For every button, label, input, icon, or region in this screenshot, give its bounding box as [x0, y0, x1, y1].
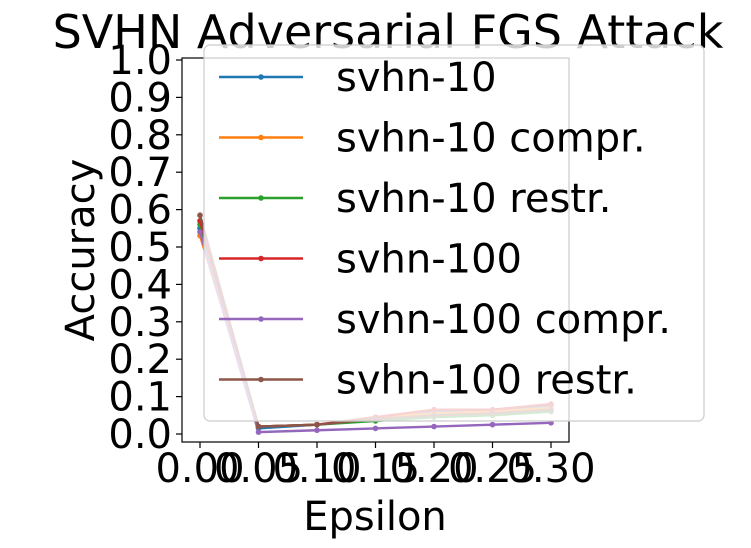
- y-tick-label: 0.0: [108, 412, 172, 458]
- data-point: [489, 421, 496, 428]
- y-tick-label: 0.9: [108, 75, 172, 121]
- y-tick-label: 1.0: [108, 38, 172, 84]
- x-tick-label: 0.00: [155, 446, 244, 492]
- y-tick-label: 0.8: [108, 113, 172, 159]
- y-tick-label: 0.5: [108, 225, 172, 271]
- legend-items: svhn-10 svhn-10 compr. svhn-10 restr. svhn-…: [219, 55, 671, 404]
- data-point: [255, 429, 262, 435]
- x-tick-label: 0.10: [272, 446, 361, 492]
- legend-label: svhn-100 compr.: [336, 297, 671, 343]
- legend-marker: [258, 376, 264, 383]
- y-axis: 0.00.10.20.30.40.50.60.70.80.91.0: [108, 38, 182, 458]
- y-tick-label: 0.7: [108, 150, 172, 196]
- legend: svhn-10 svhn-10 compr. svhn-10 restr. svhn-…: [203, 44, 705, 422]
- data-point: [314, 421, 320, 428]
- data-point: [197, 229, 203, 235]
- data-point: [372, 425, 379, 432]
- y-axis-label: Accuracy: [58, 159, 104, 342]
- data-point: [314, 427, 320, 434]
- legend-marker: [258, 134, 264, 141]
- legend-label: svhn-10 compr.: [336, 116, 646, 162]
- data-point: [255, 423, 262, 430]
- x-tick-label: 0.30: [506, 446, 595, 492]
- x-tick-label: 0.20: [389, 446, 478, 492]
- y-tick-label: 0.2: [108, 337, 172, 383]
- legend-frame: [203, 44, 705, 422]
- x-tick-label: 0.15: [331, 446, 420, 492]
- legend-marker: [258, 195, 264, 201]
- y-tick-label: 0.6: [108, 188, 172, 234]
- legend-label: svhn-10 restr.: [336, 176, 611, 222]
- x-axis: 0.000.050.100.150.200.250.30: [155, 442, 596, 492]
- y-tick-label: 0.4: [108, 262, 172, 308]
- y-tick-label: 0.3: [108, 300, 172, 346]
- legend-label: svhn-10: [336, 55, 497, 101]
- legend-label: svhn-100 restr.: [336, 358, 637, 404]
- legend-marker: [258, 255, 264, 262]
- legend-label: svhn-100: [336, 237, 522, 283]
- y-tick-label: 0.1: [108, 375, 172, 421]
- legend-marker: [258, 74, 264, 80]
- x-axis-label: Epsilon: [303, 494, 447, 540]
- data-point: [431, 423, 437, 430]
- x-tick-label: 0.05: [214, 446, 303, 492]
- legend-marker: [258, 316, 264, 322]
- data-point: [197, 212, 203, 219]
- x-tick-label: 0.25: [448, 446, 537, 492]
